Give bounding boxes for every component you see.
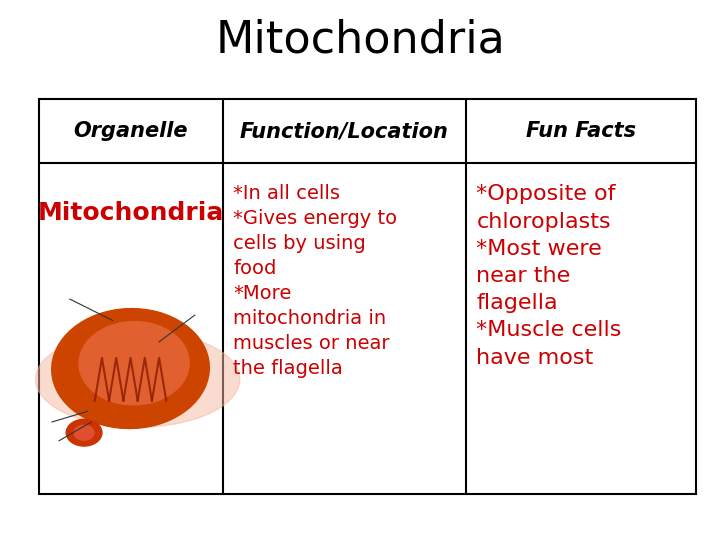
Ellipse shape — [52, 308, 210, 429]
Text: Organelle: Organelle — [73, 121, 188, 141]
Ellipse shape — [79, 322, 189, 405]
Text: *Opposite of
chloroplasts
*Most were
near the
flagella
*Muscle cells
have most: *Opposite of chloroplasts *Most were nea… — [477, 185, 622, 368]
Text: Fun Facts: Fun Facts — [526, 121, 636, 141]
Circle shape — [66, 420, 102, 446]
Text: *In all cells
*Gives energy to
cells by using
food
*More
mitochondria in
muscles: *In all cells *Gives energy to cells by … — [233, 185, 397, 379]
Text: Mitochondria: Mitochondria — [215, 19, 505, 62]
Circle shape — [74, 425, 94, 440]
Bar — [38, 99, 696, 495]
Text: Mitochondria: Mitochondria — [37, 200, 224, 225]
Ellipse shape — [35, 331, 240, 427]
Text: Function/Location: Function/Location — [240, 121, 449, 141]
